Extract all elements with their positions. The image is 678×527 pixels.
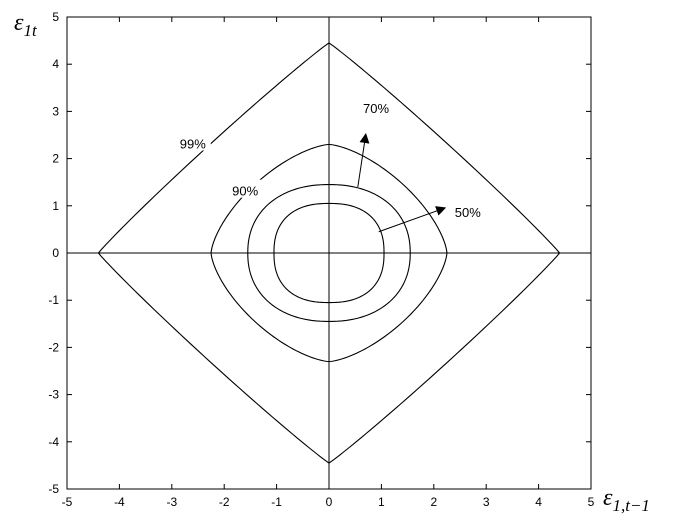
x-tick-label: 3 <box>483 495 490 509</box>
y-tick-label: 3 <box>52 104 59 118</box>
y-tick-label: -1 <box>48 293 59 307</box>
y-tick-label: 5 <box>52 10 59 24</box>
x-tick-label: 4 <box>535 495 542 509</box>
contour-90pct <box>210 143 448 363</box>
y-tick-label: -3 <box>48 388 59 402</box>
x-tick-label: -4 <box>114 495 125 509</box>
label-90pct: 90% <box>232 184 258 199</box>
y-tick-label: -5 <box>48 482 59 496</box>
x-tick-label: 5 <box>588 495 595 509</box>
x-tick-label: -1 <box>271 495 282 509</box>
y-tick-label: -4 <box>48 435 59 449</box>
arrow-50pct <box>378 206 447 233</box>
x-tick-label: -3 <box>166 495 177 509</box>
label-gap-90pct <box>227 179 264 198</box>
y-tick-label: 1 <box>52 199 59 213</box>
contour-70pct <box>247 184 411 322</box>
y-tick-label: 0 <box>52 246 59 260</box>
label-99pct: 99% <box>180 136 206 151</box>
y-tick-label: 4 <box>52 57 59 71</box>
y-axis-label: ε1t <box>14 10 38 40</box>
y-tick-label: -2 <box>48 340 59 354</box>
x-tick-label: 2 <box>430 495 437 509</box>
label-50pct: 50% <box>455 205 481 220</box>
x-axis-label: ε1,t−1 <box>603 485 650 515</box>
x-tick-label: 0 <box>326 495 333 509</box>
contour-50pct <box>273 202 385 304</box>
arrow-70pct <box>357 133 370 187</box>
y-tick-label: 2 <box>52 152 59 166</box>
x-tick-label: -2 <box>219 495 230 509</box>
x-tick-label: -5 <box>62 495 73 509</box>
x-tick-label: 1 <box>378 495 385 509</box>
label-gap-99pct <box>174 132 211 151</box>
label-70pct: 70% <box>363 101 389 116</box>
contour-99pct <box>97 42 560 464</box>
